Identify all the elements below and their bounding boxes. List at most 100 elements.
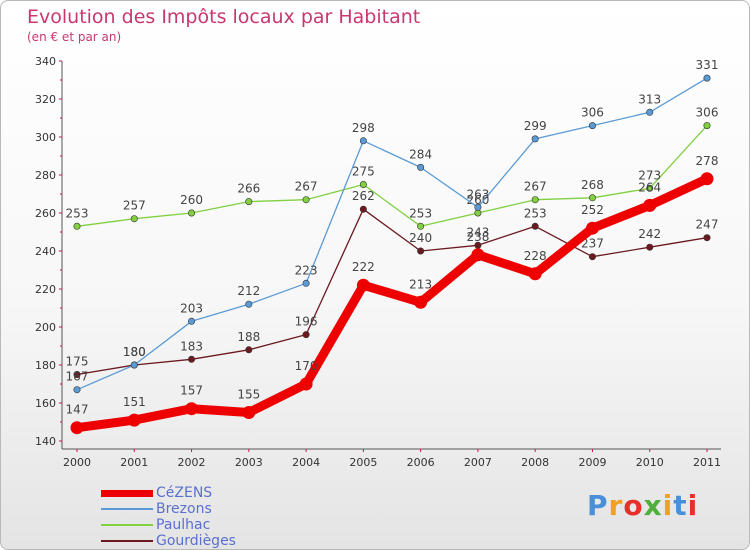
data-label-gourdieges: 253	[524, 206, 547, 220]
data-point-cezens	[700, 172, 714, 186]
series-line-gourdieges	[76, 208, 708, 376]
data-label-brezons: 203	[180, 301, 203, 315]
x-tick-label: 2000	[63, 456, 91, 469]
y-tick-label: 240	[35, 245, 56, 258]
y-tick-label: 200	[35, 321, 56, 334]
legend-swatch-gourdieges	[101, 540, 153, 542]
data-label-paulhac: 267	[524, 180, 547, 194]
data-label-paulhac: 275	[352, 165, 375, 179]
data-point-brezons	[302, 279, 310, 287]
data-point-paulhac	[359, 181, 367, 189]
data-label-cezens: 222	[352, 260, 375, 274]
y-tick-label: 340	[35, 55, 56, 68]
data-label-gourdieges: 240	[409, 231, 432, 245]
data-label-brezons: 212	[237, 284, 260, 298]
logo-letter: r	[608, 489, 624, 522]
data-label-brezons: 180	[123, 345, 146, 359]
series-line-cezens	[72, 174, 712, 433]
x-tick-label: 2005	[349, 456, 377, 469]
legend-label-gourdieges: Gourdièges	[156, 533, 236, 549]
data-point-gourdieges	[245, 346, 253, 354]
data-label-cezens: 238	[466, 230, 489, 244]
data-point-paulhac	[646, 184, 654, 192]
chart-title: Evolution des Impôts locaux par Habitant	[27, 6, 421, 28]
legend-label-brezons: Brezons	[156, 501, 212, 517]
data-point-cezens	[127, 413, 141, 427]
data-label-gourdieges: 237	[581, 237, 604, 251]
data-label-gourdieges: 180	[123, 345, 146, 359]
data-point-paulhac	[245, 198, 253, 206]
data-label-gourdieges: 262	[352, 189, 375, 203]
legend-swatch-paulhac	[101, 524, 153, 526]
data-label-gourdieges: 175	[66, 355, 89, 369]
data-point-cezens	[643, 198, 657, 212]
y-tick-label: 260	[35, 207, 56, 220]
legend-swatch-brezons	[101, 508, 153, 510]
legend-label-paulhac: Paulhac	[156, 517, 211, 533]
data-label-paulhac: 260	[180, 193, 203, 207]
data-label-paulhac: 253	[66, 206, 89, 220]
data-label-paulhac: 267	[295, 180, 318, 194]
data-point-brezons	[646, 108, 654, 116]
data-point-gourdieges	[73, 370, 81, 378]
data-label-brezons: 313	[638, 92, 661, 106]
data-label-paulhac: 268	[581, 178, 604, 192]
data-point-paulhac	[302, 196, 310, 204]
data-label-paulhac: 257	[123, 199, 146, 213]
x-tick-label: 2003	[235, 456, 263, 469]
data-point-gourdieges	[359, 205, 367, 213]
data-label-cezens: 155	[237, 388, 260, 402]
series-line-paulhac	[76, 124, 708, 227]
logo-letter: o	[623, 489, 644, 522]
data-label-brezons: 298	[352, 121, 375, 135]
data-label-brezons: 331	[696, 58, 719, 72]
y-tick-label: 160	[35, 397, 56, 410]
data-point-paulhac	[703, 122, 711, 130]
logo-letter: i	[662, 489, 674, 522]
data-point-brezons	[188, 317, 196, 325]
logo-letter: i	[687, 489, 699, 522]
data-label-brezons: 299	[524, 119, 547, 133]
data-label-gourdieges: 188	[237, 330, 260, 344]
data-point-gourdieges	[703, 234, 711, 242]
data-point-paulhac	[130, 215, 138, 223]
data-label-cezens: 213	[409, 277, 432, 291]
data-label-brezons: 284	[409, 147, 432, 161]
data-point-cezens	[528, 267, 542, 281]
chart-subtitle: (en € et par an)	[27, 30, 122, 44]
x-tick-label: 2010	[636, 456, 664, 469]
logo-letter: t	[673, 489, 688, 522]
data-label-paulhac: 273	[638, 168, 661, 182]
data-point-brezons	[359, 137, 367, 145]
data-label-cezens: 170	[295, 359, 318, 373]
data-point-gourdieges	[188, 355, 196, 363]
x-tick-label: 2011	[693, 456, 721, 469]
data-point-paulhac	[73, 222, 81, 230]
data-point-brezons	[245, 300, 253, 308]
y-tick-label: 280	[35, 169, 56, 182]
data-label-cezens: 278	[696, 154, 719, 168]
data-label-cezens: 151	[123, 395, 146, 409]
data-point-paulhac	[531, 196, 539, 204]
x-tick-label: 2009	[578, 456, 606, 469]
data-point-brezons	[531, 135, 539, 143]
y-tick-label: 300	[35, 131, 56, 144]
x-tick-label: 2002	[178, 456, 206, 469]
data-label-paulhac: 306	[696, 106, 719, 120]
data-point-gourdieges	[531, 222, 539, 230]
data-point-brezons	[474, 203, 482, 211]
y-tick-label: 320	[35, 93, 56, 106]
data-label-brezons: 263	[466, 187, 489, 201]
data-point-paulhac	[588, 194, 596, 202]
data-point-brezons	[73, 386, 81, 394]
data-point-cezens	[185, 402, 199, 416]
data-label-paulhac: 266	[237, 182, 260, 196]
y-tick-label: 180	[35, 359, 56, 372]
data-label-cezens: 147	[66, 403, 89, 417]
data-point-gourdieges	[588, 253, 596, 261]
data-label-brezons: 167	[66, 370, 89, 384]
data-point-cezens	[70, 421, 84, 435]
data-label-cezens: 252	[581, 203, 604, 217]
